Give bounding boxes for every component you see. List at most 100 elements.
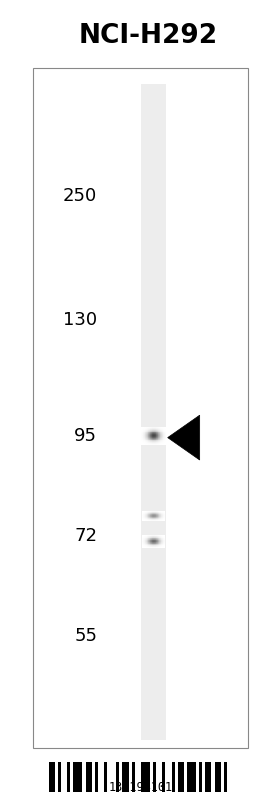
Bar [151, 435, 152, 436]
Bar [156, 430, 157, 431]
Bar [145, 438, 146, 439]
Bar [162, 428, 163, 429]
Bar [149, 430, 150, 431]
Bar [145, 429, 146, 430]
Bar [157, 437, 158, 438]
Bar [144, 429, 145, 430]
Bar [162, 436, 163, 437]
Bar [149, 438, 150, 439]
Bar [162, 442, 163, 443]
Bar [147, 440, 148, 442]
Bar [147, 435, 148, 436]
Bar [159, 442, 160, 443]
Bar [150, 429, 151, 430]
Bar [150, 437, 151, 438]
Bar [153, 428, 154, 429]
Bar [156, 431, 157, 433]
Bar [148, 428, 149, 429]
Bar [155, 433, 156, 434]
Bar [150, 435, 151, 436]
Bar [165, 444, 166, 445]
Bar [147, 429, 148, 430]
Bar [155, 440, 156, 442]
Bar [149, 433, 150, 434]
Bar [141, 435, 142, 436]
Bar [161, 439, 162, 440]
Bar [148, 435, 149, 436]
Bar [143, 440, 144, 442]
Bar [147, 437, 148, 438]
Bar [132, 762, 135, 792]
Bar [164, 440, 165, 442]
Bar [163, 438, 164, 439]
Bar [154, 430, 155, 431]
Bar [146, 427, 147, 428]
Bar [162, 762, 165, 792]
Bar [161, 431, 162, 433]
Bar [147, 436, 148, 437]
Bar [146, 430, 147, 431]
Bar [33, 68, 248, 748]
Bar [154, 443, 155, 444]
Bar [141, 430, 142, 431]
Bar [158, 429, 159, 430]
Bar [156, 427, 157, 428]
Bar [163, 428, 164, 429]
Bar [144, 437, 145, 438]
Bar [141, 84, 166, 740]
Bar [149, 427, 150, 428]
Bar [150, 439, 151, 440]
Bar [153, 444, 154, 445]
Bar [164, 436, 165, 437]
Text: 130194101: 130194101 [109, 781, 173, 794]
Bar [151, 428, 152, 429]
Bar [143, 442, 144, 443]
Bar [143, 428, 144, 429]
Bar [165, 429, 166, 430]
Bar [156, 433, 157, 434]
Bar [162, 440, 163, 442]
Bar [153, 430, 154, 431]
Bar [149, 431, 150, 433]
Bar [143, 438, 144, 439]
Bar [151, 436, 152, 437]
Bar [154, 428, 155, 429]
Bar [144, 444, 145, 445]
Bar [149, 439, 150, 440]
Bar [141, 442, 142, 443]
Bar [145, 443, 146, 444]
Bar [144, 436, 145, 437]
Bar [157, 439, 158, 440]
Bar [160, 440, 161, 442]
Bar [158, 444, 159, 445]
Bar [146, 429, 147, 430]
Bar [145, 444, 146, 445]
Bar [159, 430, 160, 431]
Bar [148, 433, 149, 434]
Bar [150, 430, 151, 431]
Bar [165, 434, 166, 435]
Bar [155, 437, 156, 438]
Bar [146, 433, 147, 434]
Bar [152, 435, 153, 436]
Bar [148, 444, 149, 445]
Bar [152, 429, 153, 430]
Bar [146, 435, 147, 436]
Bar [149, 444, 150, 445]
Bar [141, 434, 142, 435]
Bar [144, 443, 145, 444]
Bar [163, 444, 164, 445]
Bar [148, 440, 149, 442]
Bar [156, 435, 157, 436]
Bar [162, 430, 163, 431]
Bar [165, 439, 166, 440]
Bar [158, 433, 159, 434]
Bar [149, 437, 150, 438]
Bar [142, 437, 143, 438]
Bar [165, 437, 166, 438]
Bar [141, 438, 142, 439]
Bar [161, 444, 162, 445]
Bar [144, 440, 145, 442]
Bar [161, 435, 162, 436]
Bar [163, 439, 164, 440]
